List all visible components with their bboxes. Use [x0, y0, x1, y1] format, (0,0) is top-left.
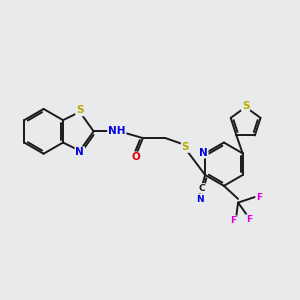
Text: N: N [75, 147, 84, 157]
Text: O: O [132, 152, 140, 163]
Text: S: S [76, 105, 84, 116]
Text: S: S [182, 142, 189, 152]
Text: F: F [247, 215, 253, 224]
Text: S: S [242, 100, 249, 111]
Text: F: F [230, 216, 236, 225]
Text: N: N [196, 195, 203, 204]
Text: N: N [199, 148, 208, 158]
Text: F: F [256, 193, 262, 202]
Text: NH: NH [108, 126, 125, 136]
Text: C: C [198, 184, 205, 193]
